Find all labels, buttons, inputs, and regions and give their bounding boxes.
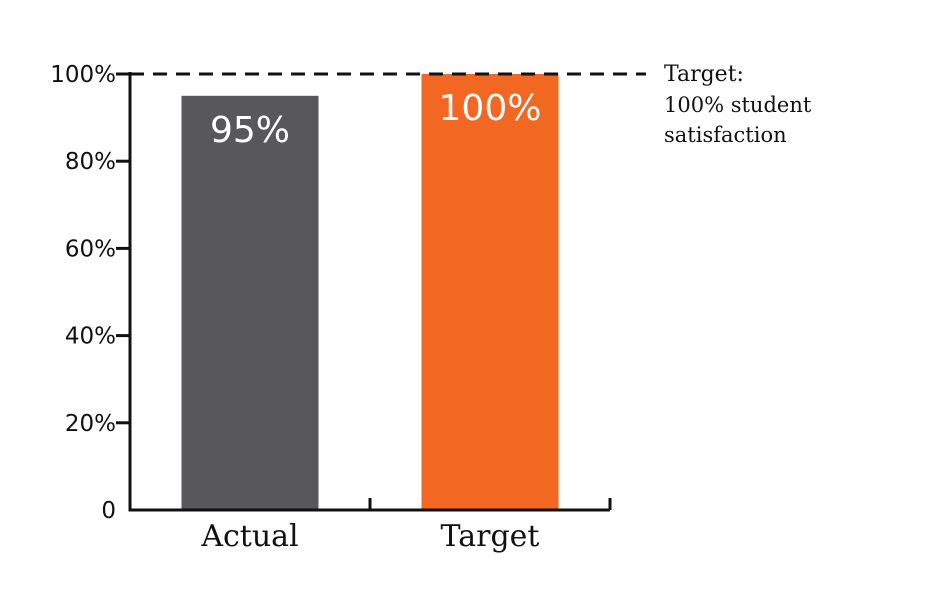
y-tick-label: 60% (65, 236, 116, 262)
target-annotation-title: Target: (664, 62, 744, 87)
y-tick-label: 20% (65, 411, 116, 437)
bar-labels-group: 95% 100% (210, 88, 541, 151)
bar-actual (181, 95, 319, 511)
y-tick-label: 0 (101, 498, 116, 524)
x-tick-label: Target (441, 519, 540, 554)
bars-group (181, 74, 559, 511)
x-tick-label: Actual (200, 519, 298, 554)
target-annotation-text: 100% student satisfaction (664, 93, 812, 147)
y-ticks-group: 0 20% 40% 60% 80% 100% (50, 62, 130, 524)
bar-value-label: 100% (439, 88, 542, 129)
target-annotation: Target: 100% student satisfaction (664, 60, 864, 150)
x-ticks-group: Actual Target (200, 498, 612, 554)
y-tick-label: 40% (65, 324, 116, 350)
y-tick-label: 80% (65, 149, 116, 175)
bar-target (421, 74, 559, 510)
y-tick-label: 100% (50, 62, 116, 88)
bar-value-label: 95% (210, 110, 290, 151)
